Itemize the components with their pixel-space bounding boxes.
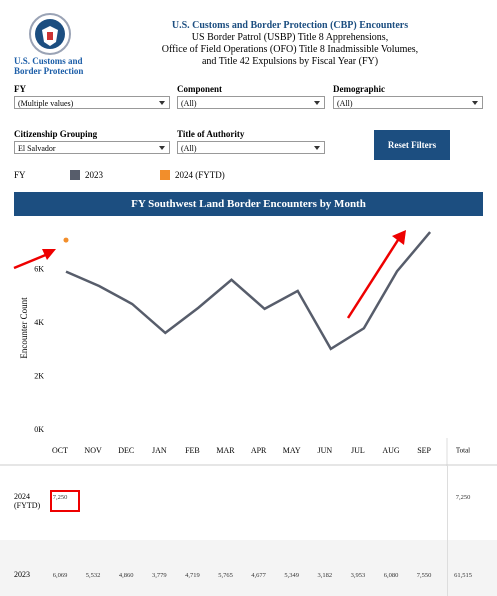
- filter-label: Demographic: [333, 84, 385, 94]
- legend-label: 2024 (FYTD): [175, 170, 225, 180]
- legend-title: FY: [14, 170, 26, 180]
- logo-seal: [29, 13, 71, 55]
- filter-select[interactable]: El Salvador: [14, 141, 170, 154]
- filter-value: (All): [181, 144, 197, 153]
- dropdown-arrow: [159, 146, 165, 150]
- filter-select[interactable]: (Multiple values): [14, 96, 170, 109]
- divider: [447, 466, 448, 596]
- dropdown-arrow: [472, 101, 478, 105]
- filter-value: (All): [181, 99, 197, 108]
- logo-text: U.S. Customs and Border Protection: [14, 56, 84, 76]
- dropdown-icon: [314, 101, 320, 105]
- legend-swatch: [160, 170, 170, 180]
- chart: Encounter Count 0K 2K 4K 6K OCT NOV DEC JAN FEB M…: [0, 230, 497, 466]
- filter-label: Citizenship Grouping: [14, 129, 98, 139]
- y-tick-label: 6K: [34, 264, 44, 273]
- table-cell: 5,765: [218, 572, 233, 579]
- legend-swatch: [70, 170, 80, 180]
- x-tick-label: OCT: [52, 446, 68, 455]
- filter-select[interactable]: (All): [177, 141, 325, 154]
- filter-value: (Multiple values): [18, 99, 74, 108]
- row-label: 2023: [14, 570, 30, 579]
- table-cell: 4,860: [118, 572, 134, 579]
- dropdown-icon: [314, 146, 320, 150]
- filter-value: El Salvador: [18, 144, 56, 153]
- table-total: 61,515: [454, 572, 472, 579]
- filter-select[interactable]: (All): [177, 96, 325, 109]
- x-tick-label: NOV: [84, 446, 102, 455]
- table-cell: 6,069: [52, 572, 68, 579]
- subtitle-line: and Title 42 Expulsions by Fiscal Year (…: [201, 56, 379, 67]
- table-cell: 3,953: [350, 572, 366, 579]
- filter-label: FY: [14, 84, 26, 94]
- x-tick-label: JAN: [152, 446, 167, 455]
- table-cell: 5,532: [85, 572, 101, 579]
- page-title: U.S. Customs and Border Protection (CBP)…: [171, 20, 409, 31]
- data-point: [63, 237, 69, 243]
- annotation-arrow: [346, 239, 400, 319]
- filter-value: (All): [337, 99, 353, 108]
- row-band: [0, 540, 497, 596]
- annotation-arrow: [13, 252, 49, 270]
- annotation-arrowhead: [392, 230, 406, 245]
- x-tick-label: FEB: [185, 446, 200, 455]
- x-tick-label: DEC: [118, 446, 134, 455]
- dropdown-arrow: [314, 101, 320, 105]
- table-cell: 7,250: [52, 494, 68, 501]
- table-cell: 5,349: [284, 572, 299, 579]
- highlight-box: [50, 490, 80, 512]
- filter-select[interactable]: (All): [333, 96, 483, 109]
- x-tick-label: SEP: [417, 446, 431, 455]
- y-axis-label: Encounter Count: [19, 297, 29, 359]
- dropdown-icon: [159, 101, 165, 105]
- x-tick-label: APR: [251, 446, 267, 455]
- filter-label: Title of Authority: [177, 129, 245, 139]
- table-cell: 6,080: [383, 572, 399, 579]
- chart-title: FY Southwest Land Border Encounters by M…: [14, 192, 483, 216]
- reset-button[interactable]: Reset Filters: [374, 130, 450, 160]
- x-tick-label: JUN: [317, 446, 332, 455]
- filter-label: Component: [177, 84, 223, 94]
- y-tick-label: 0K: [34, 425, 44, 434]
- table-cell: 4,719: [185, 572, 200, 579]
- legend-label: 2023: [85, 170, 103, 180]
- dropdown-icon: [472, 101, 478, 105]
- table-cell: 3,779: [151, 572, 167, 579]
- y-tick-label: 2K: [34, 371, 44, 380]
- y-tick-label: 4K: [34, 318, 44, 327]
- table-cell: 7,550: [416, 572, 432, 579]
- dropdown-arrow: [314, 146, 320, 150]
- x-tick-label: AUG: [382, 446, 400, 455]
- x-tick-label: MAR: [216, 446, 235, 455]
- subtitle-line: Office of Field Operations (OFO) Title 8…: [161, 44, 419, 55]
- annotation-arrowhead: [42, 249, 56, 260]
- dropdown-icon: [159, 146, 165, 150]
- subtitle-line: US Border Patrol (USBP) Title 8 Apprehen…: [191, 32, 389, 43]
- data-line: [65, 231, 432, 351]
- row-label: 2024 (FYTD): [14, 492, 41, 510]
- total-header: Total: [456, 447, 470, 455]
- table-cell: 4,677: [251, 572, 266, 579]
- table-cell: 3,182: [317, 572, 333, 579]
- table-total: 7,250: [455, 494, 471, 501]
- x-tick-label: MAY: [283, 446, 301, 455]
- dropdown-arrow: [159, 101, 165, 105]
- x-tick-label: JUL: [351, 446, 365, 455]
